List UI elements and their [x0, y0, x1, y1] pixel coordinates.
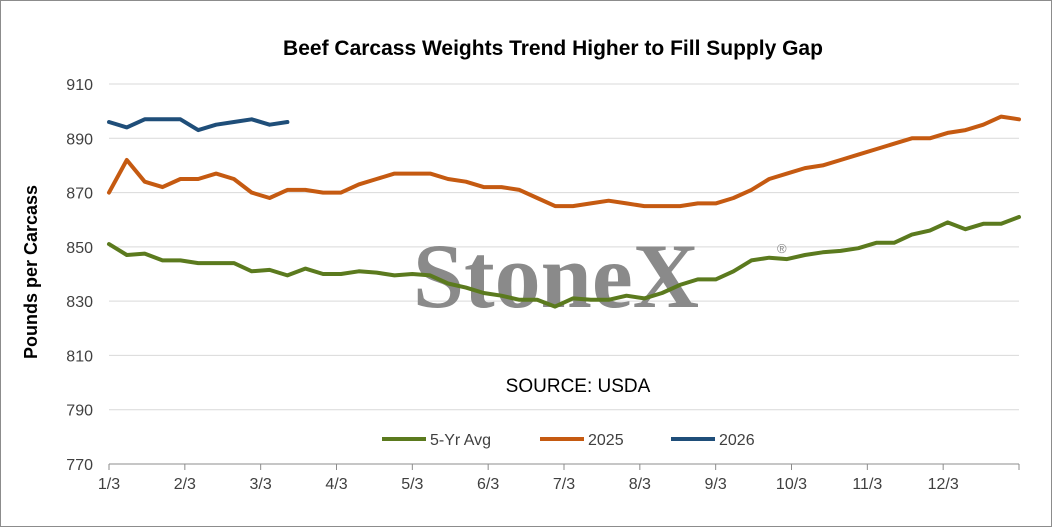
source-annotation: SOURCE: USDA — [506, 376, 651, 397]
watermark: StoneX ® — [413, 225, 787, 327]
x-tick-label: 3/3 — [250, 476, 272, 493]
x-tick-label: 7/3 — [553, 476, 575, 493]
x-tick-label: 12/3 — [928, 476, 959, 493]
series-line-5-yr-avg — [107, 215, 1021, 309]
y-tick-label: 850 — [66, 240, 93, 257]
y-tick-label: 890 — [66, 131, 93, 148]
series-lines — [107, 114, 1021, 309]
legend-label: 2025 — [588, 432, 624, 449]
y-axis-label: Pounds per Carcass — [21, 185, 41, 359]
y-tick-label: 830 — [66, 294, 93, 311]
x-axis-ticks: 1/3 2/3 3/3 4/3 5/3 6/3 7/3 8/3 9/3 10/3 11/3 12/3 — [98, 464, 1020, 493]
x-tick-label: 9/3 — [705, 476, 727, 493]
y-tick-label: 870 — [66, 186, 93, 203]
legend: 5-Yr Avg 2025 2026 — [382, 432, 755, 449]
x-tick-label: 5/3 — [401, 476, 423, 493]
legend-label: 2026 — [719, 432, 755, 449]
series-line-2026 — [107, 117, 290, 133]
y-tick-label: 770 — [66, 457, 93, 474]
watermark-logo: StoneX — [413, 225, 699, 327]
x-tick-label: 8/3 — [629, 476, 651, 493]
y-tick-label: 810 — [66, 348, 93, 365]
x-tick-label: 6/3 — [477, 476, 499, 493]
x-tick-label: 10/3 — [776, 476, 807, 493]
series-line-2025 — [107, 114, 1021, 209]
chart-title: Beef Carcass Weights Trend Higher to Fil… — [283, 37, 823, 60]
legend-label: 5-Yr Avg — [430, 432, 491, 449]
x-tick-label: 1/3 — [98, 476, 120, 493]
watermark-registered-icon: ® — [777, 241, 787, 256]
x-tick-label: 2/3 — [174, 476, 196, 493]
x-tick-label: 4/3 — [325, 476, 347, 493]
y-axis-ticks: 770 790 810 830 850 870 890 910 — [66, 77, 93, 474]
x-tick-label: 11/3 — [852, 476, 882, 493]
y-tick-label: 910 — [66, 77, 93, 94]
y-tick-label: 790 — [66, 403, 93, 420]
